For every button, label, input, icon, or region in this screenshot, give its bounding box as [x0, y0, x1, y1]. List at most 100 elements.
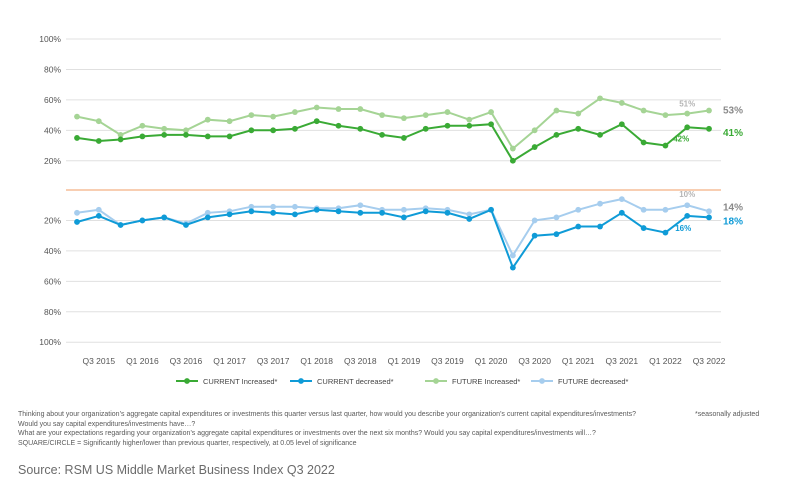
data-point [575, 206, 582, 213]
data-point [292, 125, 298, 132]
x-tick-label: Q1 2016 [126, 356, 159, 366]
data-point [335, 122, 342, 129]
data-point [531, 144, 538, 150]
note-row-2: Would you say capital expenditures/inves… [18, 420, 196, 428]
data-point [597, 131, 603, 138]
data-point [618, 121, 625, 128]
data-point [400, 214, 407, 221]
x-tick-label: Q1 2018 [300, 356, 333, 366]
series-line [76, 97, 710, 151]
data-point [618, 196, 625, 203]
y-tick-label: 80% [44, 64, 61, 74]
x-tick-label: Q1 2017 [213, 356, 246, 366]
data-label: 51% [679, 100, 695, 109]
data-point [531, 127, 538, 134]
data-point [379, 112, 386, 118]
data-point [706, 214, 712, 221]
data-point [444, 122, 451, 129]
data-point [400, 135, 407, 141]
legend-label: CURRENT Increased* [203, 377, 278, 386]
data-point [684, 212, 691, 219]
data-point [204, 133, 211, 140]
data-point [400, 115, 407, 122]
data-point [248, 112, 255, 118]
data-point [640, 107, 647, 114]
legend-swatch-marker [539, 378, 545, 384]
data-label: 14% [723, 202, 743, 213]
data-point [183, 131, 189, 138]
data-point [422, 125, 429, 132]
note-question-current: Thinking about your organization’s aggre… [18, 411, 637, 418]
data-point [640, 206, 647, 213]
data-label: 41% [723, 128, 743, 139]
data-point [313, 206, 320, 213]
legend-label: CURRENT decreased* [317, 377, 394, 386]
note-row-3: What are your expectations regarding you… [18, 430, 596, 437]
data-point [270, 113, 277, 120]
data-point [553, 107, 560, 114]
data-point [161, 125, 168, 132]
data-point [488, 109, 494, 115]
data-point [161, 131, 168, 138]
data-point [204, 214, 211, 221]
data-point [422, 112, 429, 118]
data-label: 53% [723, 106, 743, 117]
data-point [74, 113, 80, 120]
legend-swatch-marker [433, 378, 439, 384]
data-point [706, 208, 712, 215]
data-point [226, 211, 233, 218]
data-point [248, 127, 255, 134]
data-point [618, 209, 625, 216]
x-tick-label: Q3 2018 [344, 356, 377, 366]
data-point [488, 206, 494, 213]
data-point [117, 131, 124, 138]
data-point [553, 131, 560, 138]
data-point [183, 222, 189, 228]
data-point [597, 200, 603, 207]
data-point [357, 125, 364, 132]
data-point [575, 110, 582, 117]
data-point [466, 116, 473, 123]
x-tick-label: Q3 2017 [257, 356, 290, 366]
data-point [422, 208, 429, 215]
y-tick-label: 20% [44, 156, 61, 166]
x-tick-label: Q1 2020 [475, 356, 508, 366]
data-point [226, 118, 233, 125]
data-point [466, 122, 473, 129]
data-point [379, 209, 386, 216]
x-tick-label: Q1 2022 [649, 356, 682, 366]
data-point [531, 232, 538, 239]
data-point [204, 116, 211, 123]
data-label: 10% [679, 190, 695, 199]
data-point [509, 145, 516, 152]
data-point [618, 100, 625, 106]
y-tick-label: 60% [44, 276, 61, 286]
x-tick-label: Q3 2022 [693, 356, 726, 366]
data-point [531, 217, 538, 224]
data-label: 42% [673, 134, 689, 143]
data-point [597, 223, 603, 230]
note-row-1: Thinking about your organization’s aggre… [18, 410, 778, 420]
data-point [117, 222, 124, 228]
data-point [509, 252, 516, 259]
x-tick-label: Q3 2019 [431, 356, 464, 366]
footnotes: Thinking about your organization’s aggre… [18, 410, 778, 448]
series-line [76, 120, 710, 163]
y-tick-label: 100% [39, 34, 61, 44]
data-point [183, 127, 189, 134]
data-point [706, 107, 712, 114]
data-point [400, 206, 407, 213]
data-point [313, 104, 320, 111]
data-point [357, 106, 364, 112]
data-point [553, 214, 560, 221]
data-point [509, 264, 516, 271]
data-point [444, 209, 451, 216]
note-row-4: SQUARE/CIRCLE = Significantly higher/low… [18, 439, 357, 447]
y-tick-label: 60% [44, 95, 61, 105]
data-point [226, 133, 233, 140]
data-point [357, 209, 364, 216]
data-point [597, 95, 603, 102]
data-point [74, 209, 80, 216]
data-point [662, 142, 669, 149]
x-tick-label: Q3 2016 [170, 356, 203, 366]
